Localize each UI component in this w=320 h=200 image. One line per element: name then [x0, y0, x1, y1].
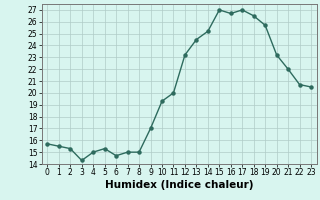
X-axis label: Humidex (Indice chaleur): Humidex (Indice chaleur)	[105, 180, 253, 190]
